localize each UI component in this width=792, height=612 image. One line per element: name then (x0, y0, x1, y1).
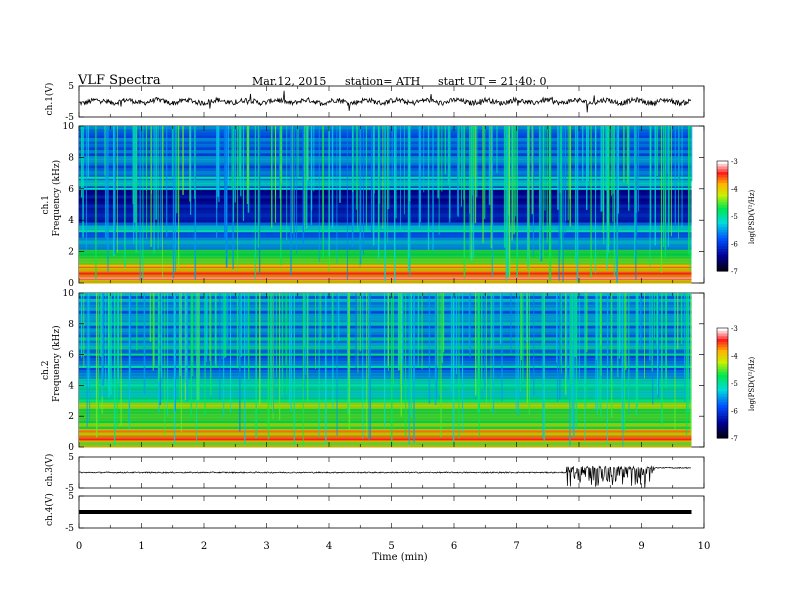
ch1-spectrogram-ytick-3: 6 (68, 185, 74, 195)
station-label: station= ATH (345, 75, 421, 88)
ch2-spectrogram-band-0 (79, 442, 692, 445)
ch2-spectrogram-band-6 (79, 353, 692, 356)
ch1-spectrogram-ytick-5: 10 (63, 122, 75, 132)
ch2-spectrogram-band-4 (79, 384, 692, 387)
ch2-spectrogram-ylabel-2: Frequency (kHz) (51, 325, 62, 402)
ch2-spectrogram-ytick-0: 0 (68, 443, 74, 453)
ch1-waveform-ylabel: ch.1(V) (44, 83, 55, 116)
ch1-waveform-ytick-0: 5 (68, 82, 74, 92)
ch2-spectrogram-ytick-2: 4 (68, 381, 74, 391)
ch2-spectrogram-ytick-5: 10 (63, 289, 75, 299)
ch2-spectrogram-band-3 (79, 399, 692, 402)
xtick-7: 7 (513, 541, 519, 552)
ch1-spectrogram-ytick-1: 2 (68, 248, 74, 258)
ch2-spectrogram-cbtick-2: -5 (731, 380, 738, 388)
date-label: Mar.12, 2015 (252, 75, 327, 88)
ch4-waveform-ytick-1: -5 (65, 524, 74, 534)
ch4-waveform-ylabel: ch.4(V) (44, 493, 55, 526)
ch4-waveform-ytick-0: 5 (68, 492, 74, 502)
ch1-spectrogram-cbtick-2: -5 (731, 213, 738, 221)
xtick-5: 5 (388, 541, 394, 552)
ch2-spectrogram-band-2 (79, 430, 692, 433)
xtick-4: 4 (326, 541, 332, 552)
start-time-label: start UT = 21:40: 0 (438, 75, 547, 88)
ch2-spectrogram-ytick-4: 8 (68, 320, 74, 330)
xtick-0: 0 (76, 541, 82, 552)
ch2-spectrogram-cblabel: log(PSD(V²/Hz) (748, 356, 756, 411)
ch1-spectrogram-ylabel-2: Frequency (kHz) (51, 160, 62, 237)
ch2-spectrogram-colorbar (716, 327, 729, 439)
ch1-spectrogram-ytick-4: 8 (68, 153, 74, 163)
chart-title: VLF Spectra (78, 73, 161, 88)
ch1-spectrogram-cbtick-0: -3 (731, 158, 738, 166)
ch2-spectrogram-ytick-3: 6 (68, 351, 74, 361)
ch3-waveform-ylabel: ch.3(V) (44, 454, 55, 487)
ch1-spectrogram-ytick-2: 4 (68, 216, 74, 226)
ch2-spectrogram-ytick-1: 2 (68, 412, 74, 422)
ch3-waveform-ytick-0: 5 (68, 453, 74, 463)
xtick-6: 6 (451, 541, 457, 552)
ch1-spectrogram-cbtick-1: -4 (731, 186, 738, 194)
xtick-2: 2 (201, 541, 207, 552)
ch2-spectrogram-ylabel-1: ch.2 (41, 361, 51, 380)
ch2-spectrogram-band-1 (79, 438, 692, 441)
ch1-spectrogram-cbtick-3: -6 (731, 241, 738, 249)
ch1-waveform-line (78, 90, 692, 113)
xtick-3: 3 (263, 541, 269, 552)
xtick-9: 9 (638, 541, 644, 552)
x-axis-label: Time (min) (372, 552, 427, 563)
ch1-spectrogram-ylabel-1: ch.1 (41, 195, 51, 214)
ch1-spectrogram-colorbar (716, 160, 729, 272)
ch4-waveform-line (79, 510, 692, 514)
xtick-10: 10 (698, 541, 711, 552)
ch3-waveform-line (78, 465, 692, 488)
ch3-waveform-ytick-1: -5 (65, 484, 74, 494)
ch2-spectrogram-cbtick-3: -6 (731, 408, 738, 416)
ch2-spectrogram-band-5 (79, 365, 692, 368)
ch1-spectrogram-cbtick-4: -7 (731, 268, 738, 276)
ch2-spectrogram-cbtick-1: -4 (731, 353, 738, 361)
ch2-spectrogram-cbtick-0: -3 (731, 325, 738, 333)
ch1-waveform-ytick-1: -5 (65, 113, 74, 123)
ch1-spectrogram-ytick-0: 0 (68, 279, 74, 289)
xtick-8: 8 (576, 541, 582, 552)
xtick-1: 1 (138, 541, 144, 552)
ch2-spectrogram-cbtick-4: -7 (731, 435, 738, 443)
ch1-spectrogram-cblabel: log(PSD(V²/Hz) (748, 189, 756, 244)
